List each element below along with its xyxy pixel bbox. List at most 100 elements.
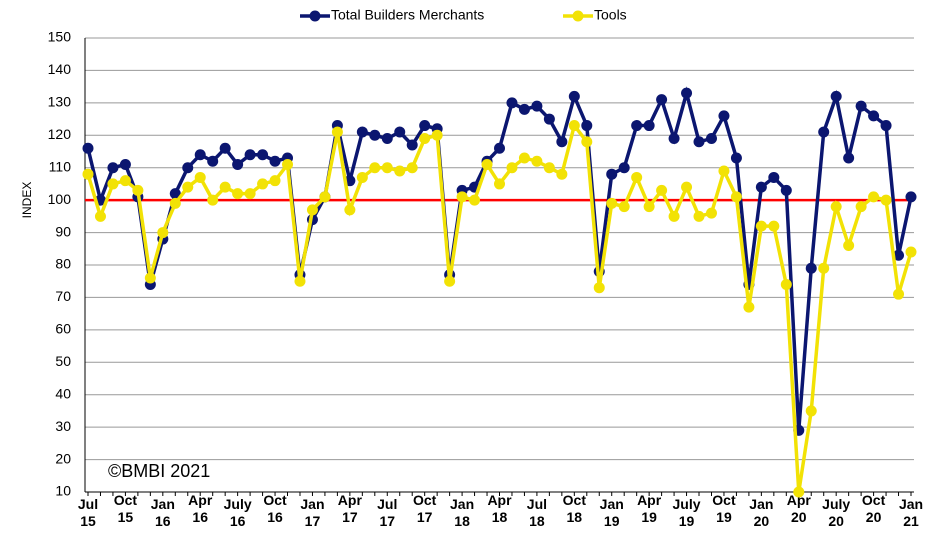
data-point (194, 149, 206, 161)
data-point (244, 149, 256, 161)
data-point (730, 152, 742, 164)
data-point (506, 162, 518, 174)
data-point (606, 168, 618, 180)
data-point (219, 181, 231, 193)
data-point (606, 197, 618, 209)
data-point (643, 201, 655, 213)
data-point (618, 201, 630, 213)
annotation: ©BMBI 2021 (108, 461, 210, 481)
data-point (905, 246, 917, 258)
y-tick-label: 100 (48, 191, 72, 207)
x-tick-label: Jan 16 (150, 496, 175, 529)
data-point (830, 90, 842, 102)
data-point (631, 171, 643, 183)
data-point (531, 155, 543, 167)
y-tick-label: 80 (55, 256, 71, 272)
data-point (793, 486, 805, 498)
y-tick-label: 120 (48, 126, 72, 142)
y-tick-label: 130 (48, 94, 72, 110)
x-tick-label: Jan 21 (898, 496, 924, 529)
data-point (718, 165, 730, 177)
data-point (755, 220, 767, 232)
data-point (94, 210, 106, 222)
data-point (169, 188, 181, 200)
data-point (331, 126, 343, 138)
data-point (581, 120, 593, 132)
data-point (581, 136, 593, 148)
data-point (494, 142, 505, 154)
x-tick-label: Jan 19 (599, 496, 624, 529)
data-point (868, 110, 880, 122)
data-point (868, 191, 880, 203)
y-tick-label: 40 (55, 385, 71, 401)
data-point (306, 204, 318, 216)
data-point (182, 162, 194, 174)
data-point (705, 207, 717, 219)
x-tick-label: Jan 17 (300, 496, 325, 529)
data-point (668, 133, 680, 145)
data-point (494, 178, 505, 190)
data-point (668, 210, 680, 222)
data-point (855, 100, 867, 112)
data-point (643, 120, 655, 132)
data-point (531, 100, 543, 112)
data-point (194, 171, 206, 183)
x-tick-label: Oct 19 (712, 492, 736, 525)
data-point (893, 249, 905, 261)
data-point (693, 210, 705, 222)
data-point (82, 168, 94, 180)
data-point (693, 136, 705, 148)
legend-item: Tools (563, 7, 627, 23)
data-point (282, 158, 294, 170)
data-point (805, 405, 817, 417)
x-tick-label: July 19 (672, 496, 701, 529)
y-tick-label: 30 (55, 418, 71, 434)
data-point (506, 97, 518, 109)
x-tick-label: Jan 20 (749, 496, 774, 529)
data-point (132, 184, 144, 196)
data-point (369, 162, 381, 174)
data-point (356, 171, 368, 183)
data-point (768, 171, 780, 183)
data-point (568, 90, 580, 102)
data-point (244, 188, 256, 200)
data-point (356, 126, 368, 138)
y-tick-label: 60 (55, 321, 71, 337)
data-point (705, 133, 717, 145)
data-point (718, 110, 730, 122)
x-tick-label: July 20 (822, 496, 851, 529)
data-point (419, 133, 431, 145)
data-point (406, 162, 418, 174)
data-point (207, 194, 219, 206)
data-point (843, 152, 855, 164)
data-point (431, 129, 443, 141)
data-point (556, 136, 568, 148)
x-tick-label: Apr 20 (786, 492, 811, 525)
data-point (631, 120, 643, 132)
legend-label: Total Builders Merchants (331, 7, 484, 23)
data-point (656, 94, 668, 106)
data-point (755, 181, 767, 193)
legend-marker (572, 10, 584, 22)
x-tick-label: Jan 18 (450, 496, 475, 529)
data-point (780, 278, 792, 290)
data-point (219, 142, 231, 154)
y-tick-label: 90 (55, 223, 71, 239)
data-point (880, 120, 892, 132)
data-point (157, 227, 169, 239)
data-point (843, 240, 855, 252)
data-point (830, 201, 842, 213)
y-tick-label: 70 (55, 288, 71, 304)
data-point (543, 162, 555, 174)
data-point (518, 103, 530, 115)
data-point (481, 158, 493, 170)
data-point (893, 288, 905, 300)
data-point (419, 120, 431, 132)
x-tick-label: Oct 20 (861, 492, 886, 525)
x-tick-label: July 16 (223, 496, 252, 529)
data-point (618, 162, 630, 174)
data-point (381, 133, 393, 145)
data-point (182, 181, 194, 193)
data-point (543, 113, 555, 125)
